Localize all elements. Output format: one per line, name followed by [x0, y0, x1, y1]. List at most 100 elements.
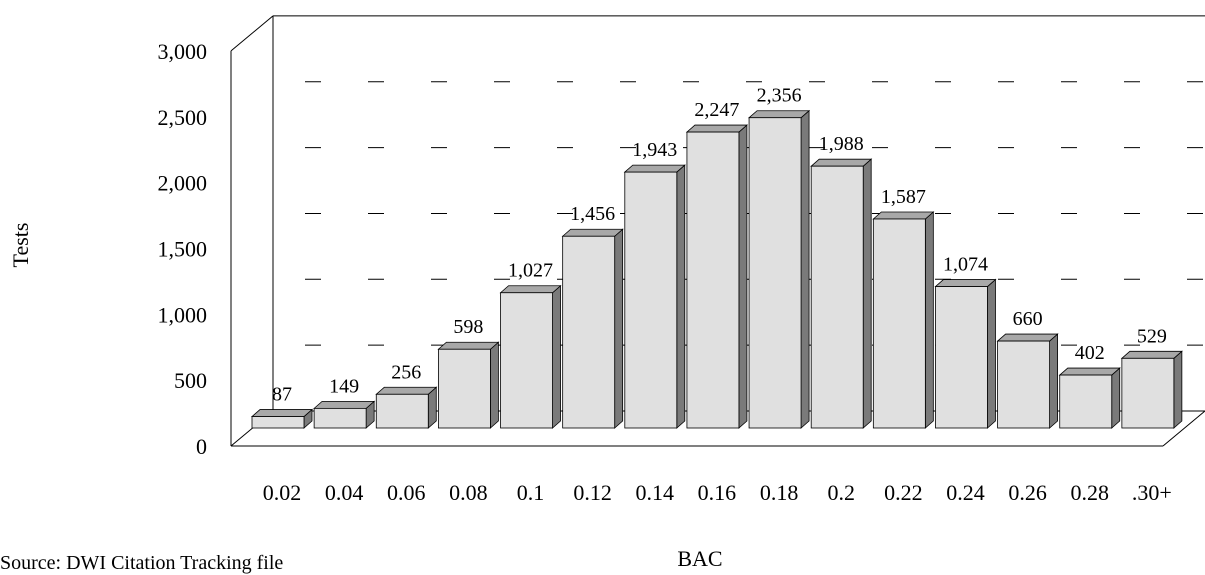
x-tick-label: 0.02	[263, 480, 302, 505]
bar-front	[1059, 374, 1113, 429]
bar	[996, 333, 1059, 429]
y-tick-label: 2,000	[158, 171, 208, 196]
bar-value-label: 149	[329, 375, 359, 397]
source-note: Source: DWI Citation Tracking file	[0, 552, 284, 574]
bar	[685, 124, 748, 429]
x-tick-label: 0.04	[325, 480, 364, 505]
bar-front	[375, 393, 429, 429]
bar	[437, 341, 500, 429]
bar-front	[872, 218, 926, 429]
y-axis-title: Tests	[8, 223, 33, 268]
x-tick-label: 0.12	[573, 480, 612, 505]
bar-top	[375, 386, 438, 395]
bar-value-label: 256	[391, 361, 421, 383]
x-tick-label: 0.18	[760, 480, 799, 505]
bar-side	[614, 228, 624, 429]
y-tick-label: 500	[174, 368, 207, 393]
bar-top	[250, 409, 314, 417]
bar-front	[562, 235, 616, 429]
bar-side	[1111, 367, 1121, 429]
bar	[748, 109, 811, 429]
bar-side	[924, 211, 934, 429]
bar-front	[935, 286, 988, 429]
bar-value-label: 1,587	[881, 186, 926, 208]
bar-top	[685, 124, 748, 133]
bar	[1058, 367, 1121, 429]
bar-front	[251, 416, 305, 429]
x-tick-label: 0.2	[827, 480, 855, 505]
x-tick-label: 0.24	[946, 480, 985, 505]
bar-front	[624, 171, 678, 429]
bar-value-label: 1,074	[943, 254, 988, 276]
x-axis-title: BAC	[677, 546, 722, 571]
x-tick-label: 0.26	[1008, 480, 1047, 505]
bar-front	[437, 348, 491, 429]
bar-value-label: 87	[272, 384, 292, 406]
chart-labels: 0 500 1,000 1,500 2,000 2,500 3,000 87 0.02 149 0.…	[158, 39, 1172, 505]
bar-side	[676, 164, 686, 429]
bar-side	[1049, 333, 1058, 429]
y-tick-label: 1,000	[158, 302, 208, 327]
y-tick-label: 0	[196, 434, 207, 459]
chart-bars	[250, 109, 1183, 429]
bar	[499, 284, 562, 429]
bar-value-label: 660	[1013, 308, 1043, 330]
bar-side	[738, 124, 748, 429]
bar	[1120, 350, 1183, 429]
bar-value-label: 1,988	[819, 133, 864, 155]
x-tick-label: 0.16	[698, 480, 737, 505]
bar-top	[748, 110, 811, 119]
bar	[561, 228, 624, 429]
bar	[934, 278, 997, 429]
bar-front	[748, 117, 802, 429]
x-tick-label: 0.08	[449, 480, 488, 505]
bar-top	[499, 285, 562, 294]
x-tick-label: 0.28	[1070, 480, 1109, 505]
bar-front	[997, 340, 1050, 429]
x-tick-label: 0.06	[387, 480, 426, 505]
y-tick-label: 3,000	[158, 39, 208, 64]
bar-value-label: 598	[453, 316, 483, 338]
bar-top	[934, 279, 997, 287]
bar-value-label: 1,943	[632, 139, 677, 161]
bar-top	[996, 333, 1059, 342]
bar-value-label: 1,027	[508, 260, 553, 282]
x-tick-label: 0.14	[636, 480, 675, 505]
bar-top	[313, 400, 376, 409]
bar-top	[1058, 367, 1121, 376]
bar-top	[872, 211, 935, 220]
bar-front	[313, 407, 367, 429]
bar-top	[810, 158, 873, 167]
x-tick-label: 0.1	[517, 480, 545, 505]
bar-front	[686, 131, 740, 429]
bar-side	[987, 278, 996, 429]
bar-side	[1173, 350, 1183, 429]
y-tick-label: 2,500	[158, 105, 208, 130]
bar-front	[500, 292, 553, 429]
bar-front	[1121, 357, 1175, 429]
bar-side	[552, 284, 561, 429]
bar-top	[1120, 350, 1183, 359]
bar-top	[437, 341, 500, 350]
bar-side	[489, 341, 499, 429]
bar-top	[623, 164, 686, 173]
bar-front	[810, 165, 864, 429]
bar-value-label: 2,247	[694, 99, 739, 121]
bar-side	[800, 109, 810, 429]
bar	[623, 164, 686, 429]
bar-top	[561, 228, 624, 237]
bar-value-label: 2,356	[757, 85, 802, 107]
bar-value-label: 529	[1137, 325, 1167, 347]
floor-right-edge	[1162, 410, 1205, 447]
bar-value-label: 1,456	[570, 203, 615, 225]
bar	[375, 386, 438, 429]
bar	[313, 400, 376, 429]
left-wall-top-edge	[230, 15, 274, 52]
x-tick-label: 0.22	[884, 480, 923, 505]
bar	[872, 211, 935, 429]
bar	[250, 408, 314, 429]
bar	[810, 158, 873, 429]
bar-value-label: 402	[1075, 342, 1105, 364]
y-tick-label: 1,500	[158, 236, 208, 261]
